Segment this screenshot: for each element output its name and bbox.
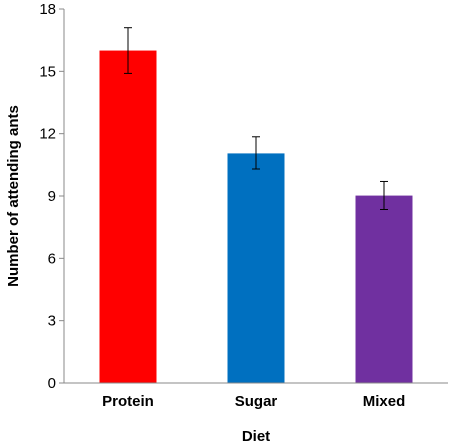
y-tick-label: 18 <box>39 1 56 18</box>
y-axis-title: Number of attending ants <box>5 105 22 287</box>
y-tick-label: 9 <box>48 188 56 205</box>
y-tick-label: 15 <box>39 63 56 80</box>
bar-sugar <box>227 153 285 383</box>
error-bar-sugar <box>252 136 260 170</box>
y-tick-label: 12 <box>39 126 56 143</box>
x-axis-title: Diet <box>242 428 270 445</box>
x-category-label: Protein <box>102 393 154 410</box>
error-bar-mixed <box>380 180 388 211</box>
x-category-label: Sugar <box>235 393 278 410</box>
x-category-label: Mixed <box>363 393 406 410</box>
error-bar-protein <box>124 27 132 74</box>
x-axis-category-labels: Protein Sugar Mixed <box>102 393 405 410</box>
bar-mixed <box>355 195 413 383</box>
y-tick-label: 3 <box>48 313 56 330</box>
error-bars <box>124 27 388 211</box>
bars <box>99 50 413 384</box>
bar-protein <box>99 50 157 384</box>
y-tick-label: 6 <box>48 250 56 267</box>
y-axis-ticks: 0 3 6 9 12 15 18 <box>39 1 64 392</box>
y-tick-label: 0 <box>48 375 56 392</box>
